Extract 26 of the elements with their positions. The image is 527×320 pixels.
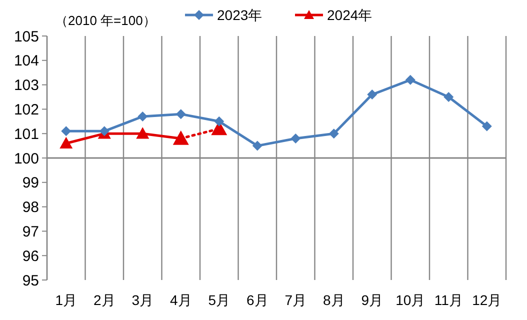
x-tick-label: 12月 xyxy=(472,292,502,308)
x-tick-label: 1月 xyxy=(55,292,78,308)
x-tick-label: 6月 xyxy=(246,292,268,308)
x-tick-label: 2月 xyxy=(93,292,116,308)
x-tick-label: 5月 xyxy=(208,292,230,308)
y-tick-label: 102 xyxy=(14,101,39,118)
legend-label: 2024年 xyxy=(327,6,372,23)
x-tick-label: 9月 xyxy=(361,292,384,308)
legend-label: 2023年 xyxy=(217,6,262,23)
x-tick-label: 3月 xyxy=(132,292,154,308)
y-axis-title: （2010 年=100） xyxy=(55,13,156,28)
y-tick-label: 104 xyxy=(14,52,39,70)
y-tick-label: 101 xyxy=(14,126,39,143)
x-tick-label: 4月 xyxy=(170,292,192,308)
y-tick-label: 96 xyxy=(22,248,39,265)
y-tick-label: 105 xyxy=(14,28,39,46)
x-tick-label: 7月 xyxy=(284,292,307,308)
y-tick-label: 99 xyxy=(22,174,39,192)
y-tick-label: 100 xyxy=(14,150,39,168)
y-tick-label: 103 xyxy=(14,77,39,94)
x-tick-label: 10月 xyxy=(396,292,426,308)
x-tick-label: 8月 xyxy=(322,292,345,308)
y-tick-label: 95 xyxy=(22,272,39,290)
x-tick-label: 11月 xyxy=(434,292,463,308)
y-tick-label: 98 xyxy=(22,199,39,216)
y-tick-label: 97 xyxy=(22,223,39,240)
